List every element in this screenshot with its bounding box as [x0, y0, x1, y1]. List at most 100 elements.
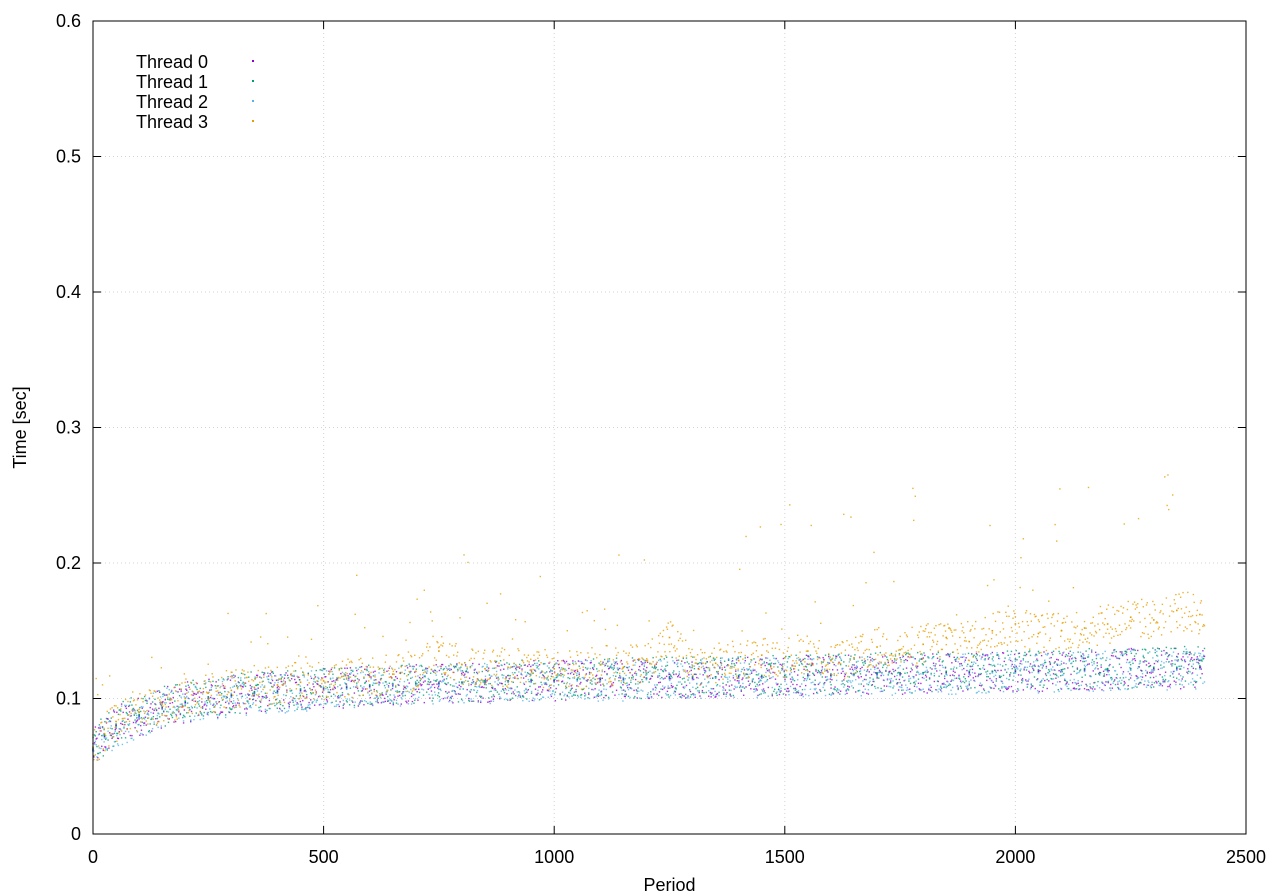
data-point	[1030, 686, 1032, 689]
data-point	[305, 708, 307, 711]
data-point	[352, 670, 354, 673]
data-point	[381, 692, 383, 694]
data-point	[616, 663, 619, 665]
data-point	[611, 691, 614, 693]
data-point	[211, 685, 213, 687]
data-point	[986, 655, 989, 657]
data-point	[432, 635, 434, 638]
data-point	[684, 681, 686, 683]
data-point	[960, 662, 963, 665]
data-point	[271, 678, 273, 680]
data-point	[326, 681, 329, 683]
data-point	[127, 700, 129, 703]
data-point	[556, 676, 558, 678]
data-point	[354, 613, 356, 616]
data-point	[287, 665, 290, 667]
data-point	[634, 683, 637, 685]
data-point	[675, 688, 677, 691]
data-point	[1054, 661, 1056, 663]
data-point	[547, 675, 549, 677]
data-point	[1048, 657, 1051, 659]
data-point	[309, 692, 312, 694]
data-point	[453, 685, 456, 687]
data-point	[298, 679, 301, 681]
data-point	[877, 662, 879, 664]
data-point	[153, 723, 155, 725]
data-point	[123, 727, 125, 729]
data-point	[303, 674, 306, 676]
data-point	[1103, 683, 1106, 686]
data-point	[1096, 664, 1098, 667]
data-point	[391, 700, 393, 702]
data-point	[138, 708, 140, 711]
data-point	[207, 663, 209, 665]
data-point	[1192, 667, 1195, 670]
data-point	[1106, 668, 1108, 671]
data-point	[820, 672, 822, 674]
data-point	[406, 665, 408, 667]
data-point	[666, 664, 669, 667]
data-point	[631, 657, 634, 659]
data-point	[1151, 669, 1153, 671]
data-point	[229, 708, 232, 710]
data-point	[423, 701, 426, 704]
data-point	[190, 681, 192, 684]
data-point	[132, 707, 135, 710]
data-point	[943, 683, 945, 685]
data-point	[566, 681, 569, 684]
data-point	[234, 675, 236, 677]
data-point	[660, 688, 662, 690]
data-point	[128, 723, 131, 725]
data-point	[384, 687, 387, 689]
data-point	[743, 687, 746, 689]
data-point	[209, 708, 211, 710]
data-point	[449, 643, 451, 645]
data-point	[305, 656, 307, 658]
data-point	[302, 708, 305, 711]
data-point	[970, 687, 972, 689]
data-point	[267, 675, 270, 677]
data-point	[688, 677, 690, 679]
data-point	[824, 668, 826, 670]
data-point	[1075, 688, 1078, 690]
data-point	[286, 674, 289, 677]
data-point	[275, 679, 278, 681]
data-point	[553, 685, 555, 687]
data-point	[431, 684, 433, 686]
data-point	[100, 730, 102, 732]
data-point	[501, 664, 503, 667]
data-point	[1011, 663, 1013, 666]
data-point	[997, 654, 999, 656]
data-point	[100, 722, 102, 724]
data-point	[134, 727, 136, 729]
data-point	[1072, 687, 1075, 690]
data-point	[979, 682, 982, 684]
data-point	[276, 690, 279, 693]
data-point	[251, 686, 253, 688]
data-point	[331, 680, 333, 683]
data-point	[1140, 682, 1142, 684]
data-point	[829, 678, 831, 680]
data-point	[429, 646, 431, 648]
data-point	[1118, 657, 1121, 660]
data-point	[946, 674, 948, 676]
data-point	[574, 669, 576, 672]
data-point	[939, 669, 941, 672]
data-point	[723, 687, 725, 690]
data-point	[473, 689, 476, 691]
data-point	[767, 686, 770, 689]
data-point	[974, 686, 976, 689]
data-point	[542, 686, 545, 689]
data-point	[819, 672, 821, 674]
data-point	[217, 701, 220, 703]
data-point	[97, 759, 99, 761]
data-point	[369, 696, 371, 699]
data-point	[1059, 652, 1061, 655]
data-point	[871, 660, 874, 662]
data-point	[482, 681, 484, 683]
data-point	[449, 669, 451, 671]
data-point	[843, 661, 845, 663]
data-point	[1087, 656, 1090, 658]
data-point	[126, 712, 128, 715]
data-point	[603, 696, 605, 699]
